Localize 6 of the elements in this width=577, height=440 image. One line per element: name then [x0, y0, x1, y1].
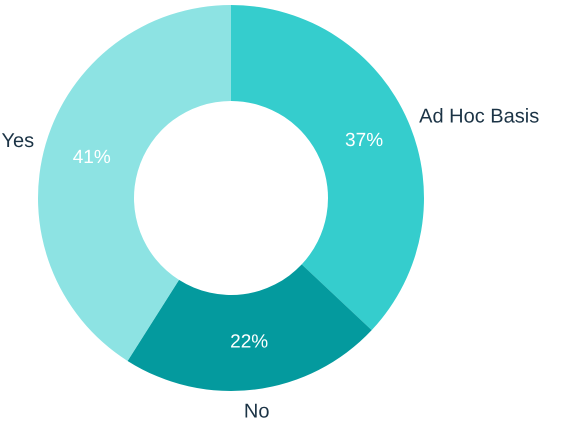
slice-label: No: [244, 400, 270, 422]
data-label: 37%: [345, 130, 384, 151]
data-label: 22%: [230, 331, 268, 352]
slice-label: Ad Hoc Basis: [419, 106, 540, 128]
data-label: 41%: [72, 147, 111, 168]
slice-label: Yes: [2, 130, 34, 152]
